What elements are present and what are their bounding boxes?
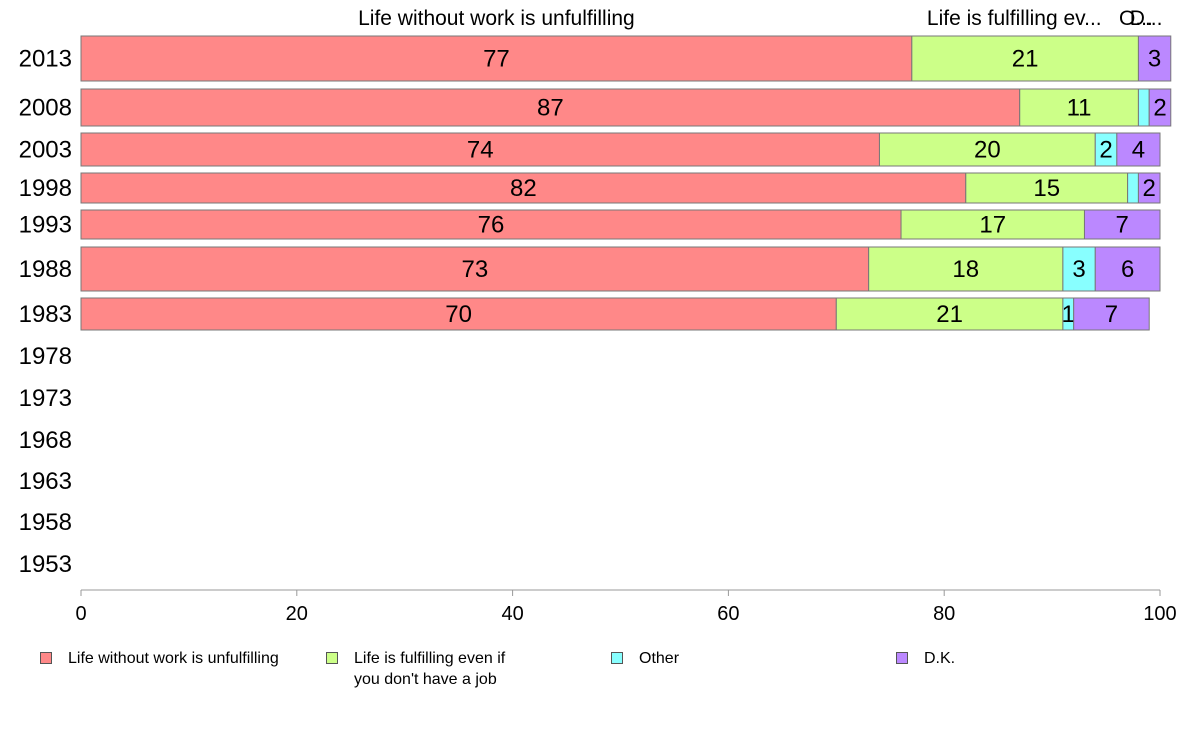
data-label: 73 — [461, 256, 488, 283]
data-label: 21 — [936, 301, 963, 328]
data-label: 76 — [478, 212, 505, 239]
data-label: 6 — [1121, 256, 1134, 283]
data-label: 4 — [1132, 137, 1145, 164]
legend-swatch — [611, 652, 623, 664]
data-label: 7 — [1105, 301, 1118, 328]
legend-label: D.K. — [924, 650, 956, 667]
bars: 77 21 387 11 274 20 2 482 15 276 17 773 18 3 670 21 1 7 — [80, 35, 1172, 331]
bar-segment — [1073, 297, 1150, 331]
data-label: 15 — [1033, 175, 1060, 202]
data-label: 77 — [483, 46, 510, 73]
bar-segment — [80, 246, 870, 292]
bar-segment — [1148, 88, 1172, 127]
data-label: 74 — [467, 137, 494, 164]
data-label: 2 — [1099, 137, 1112, 164]
series-top-label: Life without work is unfulfilling — [358, 7, 635, 30]
bar-segment — [1094, 246, 1161, 292]
x-tick-label: 100 — [1143, 603, 1176, 625]
bar-segment — [835, 297, 1064, 331]
y-tick-label: 1988 — [19, 256, 72, 283]
y-tick-label: 1998 — [19, 175, 72, 202]
legend-label: Life is fulfilling even if you don't hav… — [354, 650, 506, 688]
data-label: 18 — [952, 256, 979, 283]
bar-segment — [1137, 88, 1150, 127]
y-tick-label: 1968 — [19, 427, 72, 454]
y-tick-label: 1963 — [19, 468, 72, 495]
bar-segment — [1127, 172, 1139, 204]
bar-segment — [1083, 209, 1161, 240]
bar-segment — [1137, 35, 1172, 82]
series-top-label: O... — [1119, 7, 1153, 30]
series-top-label: D... — [1130, 7, 1163, 30]
bar-segment — [1116, 132, 1161, 167]
y-tick-label: 1983 — [19, 301, 72, 328]
y-tick-label: 2008 — [19, 95, 72, 122]
legend-swatch — [896, 652, 908, 664]
x-tick-label: 40 — [501, 603, 523, 625]
data-label: 3 — [1072, 256, 1085, 283]
bar-segment — [80, 209, 902, 240]
x-tick-label: 80 — [933, 603, 955, 625]
legend-item-other: Other — [611, 638, 679, 669]
data-label: 20 — [974, 137, 1001, 164]
data-label: 7 — [1116, 212, 1129, 239]
bar-segment — [965, 172, 1129, 204]
bar-segment — [878, 132, 1096, 167]
data-label: 1 — [1062, 301, 1075, 328]
data-label: 82 — [510, 175, 537, 202]
y-tick-label: 1973 — [19, 385, 72, 412]
legend: Life without work is unfulfilling Life i… — [0, 638, 1188, 688]
stacked-bar-chart: Life without work is unfulfilling Life is… — [19, 7, 1177, 625]
data-label: 11 — [1067, 95, 1092, 122]
y-tick-label: 2003 — [19, 137, 72, 164]
y-tick-label: 1958 — [19, 509, 72, 536]
bar-segment — [1137, 172, 1161, 204]
legend-label: Other — [639, 650, 680, 667]
y-tick-label: 1993 — [19, 212, 72, 239]
bar-segment — [1019, 88, 1139, 127]
bar-segment — [80, 297, 837, 331]
y-tick-label: 2013 — [19, 46, 72, 73]
legend-item-dk: D.K. — [896, 638, 955, 669]
legend-item-unfulfilling: Life without work is unfulfilling — [40, 638, 279, 669]
y-tick-label: 1953 — [19, 551, 72, 578]
bar-segment — [868, 246, 1064, 292]
x-axis: 0 20 40 60 80 100 — [75, 589, 1177, 625]
legend-label: Life without work is unfulfilling — [68, 650, 279, 667]
data-label: 17 — [979, 212, 1006, 239]
bar-segment — [900, 209, 1085, 240]
legend-swatch — [40, 652, 52, 664]
y-tick-label: 1978 — [19, 343, 72, 370]
data-label: 3 — [1148, 46, 1161, 73]
data-label: 87 — [537, 95, 564, 122]
data-label: 70 — [445, 301, 472, 328]
bar-segment — [911, 35, 1139, 82]
legend-swatch — [326, 652, 338, 664]
x-tick-label: 0 — [75, 603, 86, 625]
data-label: 2 — [1143, 175, 1156, 202]
legend-item-fulfilling: Life is fulfilling even if you don't hav… — [326, 638, 505, 690]
y-axis-labels: 2013 2008 2003 1998 1993 1988 1983 1978 1973 1968… — [19, 46, 72, 579]
x-tick-label: 60 — [717, 603, 739, 625]
top-labels: Life without work is unfulfilling Life is… — [358, 7, 1162, 30]
data-label: 21 — [1012, 46, 1039, 73]
bar-segment — [80, 132, 880, 167]
series-top-label: Life is fulfilling ev... — [927, 7, 1102, 30]
x-tick-label: 20 — [286, 603, 308, 625]
data-label: 2 — [1153, 95, 1166, 122]
